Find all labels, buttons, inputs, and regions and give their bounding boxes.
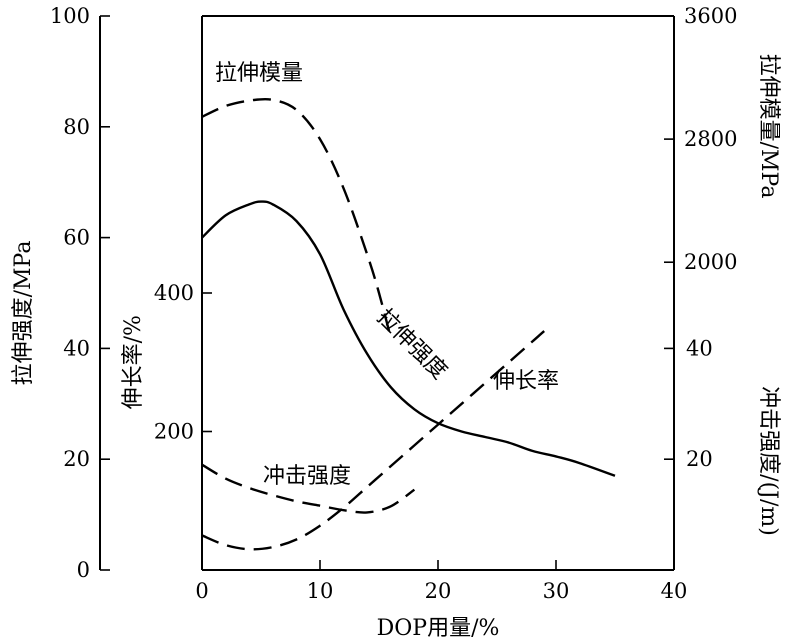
impact-strength-axis-title: 冲击强度/(J/m) bbox=[756, 386, 781, 536]
impact-strength-curve bbox=[201, 463, 416, 514]
tensile-modulus-axis-title: 拉伸模量/MPa bbox=[756, 54, 781, 199]
elongation-axis-title: 伸长率/% bbox=[121, 315, 146, 409]
x-tick-label: 10 bbox=[307, 579, 334, 603]
tensile-strength-tick-label: 100 bbox=[50, 4, 90, 28]
tensile-modulus-curve bbox=[201, 97, 392, 338]
axes bbox=[99, 15, 675, 571]
x-tick-label: 0 bbox=[195, 579, 208, 603]
tensile-strength-tick-label: 80 bbox=[63, 115, 90, 139]
labels: 0 10 20 30 40 DOP用量/% 0 20 40 60 80 100 拉伸强度/MPa 200 4… bbox=[11, 4, 781, 641]
tensile-modulus-tick-label: 2800 bbox=[684, 127, 737, 151]
x-axis-title: DOP用量/% bbox=[377, 616, 500, 641]
impact-strength-tick-label: 40 bbox=[686, 336, 713, 360]
x-tick-label: 20 bbox=[425, 579, 452, 603]
tensile-strength-tick-label: 60 bbox=[63, 226, 90, 250]
x-tick-label: 40 bbox=[661, 579, 688, 603]
curves bbox=[201, 97, 616, 551]
elongation-tick-label: 200 bbox=[154, 420, 194, 444]
impact-strength-curve-label: 冲击强度 bbox=[263, 464, 351, 489]
x-tick-label: 30 bbox=[543, 579, 570, 603]
tensile-strength-curve bbox=[201, 200, 616, 477]
tensile-strength-tick-label: 40 bbox=[63, 336, 90, 360]
elongation-tick-label: 400 bbox=[154, 281, 194, 305]
tensile-strength-tick-label: 0 bbox=[77, 558, 90, 582]
impact-strength-tick-label: 20 bbox=[686, 447, 713, 471]
tensile-strength-axis-title: 拉伸强度/MPa bbox=[11, 241, 36, 386]
tensile-modulus-tick-label: 3600 bbox=[684, 4, 737, 28]
tensile-modulus-curve-label: 拉伸模量 bbox=[215, 61, 303, 86]
elongation-curve-label: 伸长率 bbox=[493, 369, 559, 394]
elongation-curve bbox=[201, 330, 545, 551]
tensile-modulus-tick-label: 2000 bbox=[684, 250, 737, 274]
tensile-strength-curve-label: 拉伸强度 bbox=[372, 305, 452, 385]
tensile-strength-tick-label: 20 bbox=[63, 447, 90, 471]
